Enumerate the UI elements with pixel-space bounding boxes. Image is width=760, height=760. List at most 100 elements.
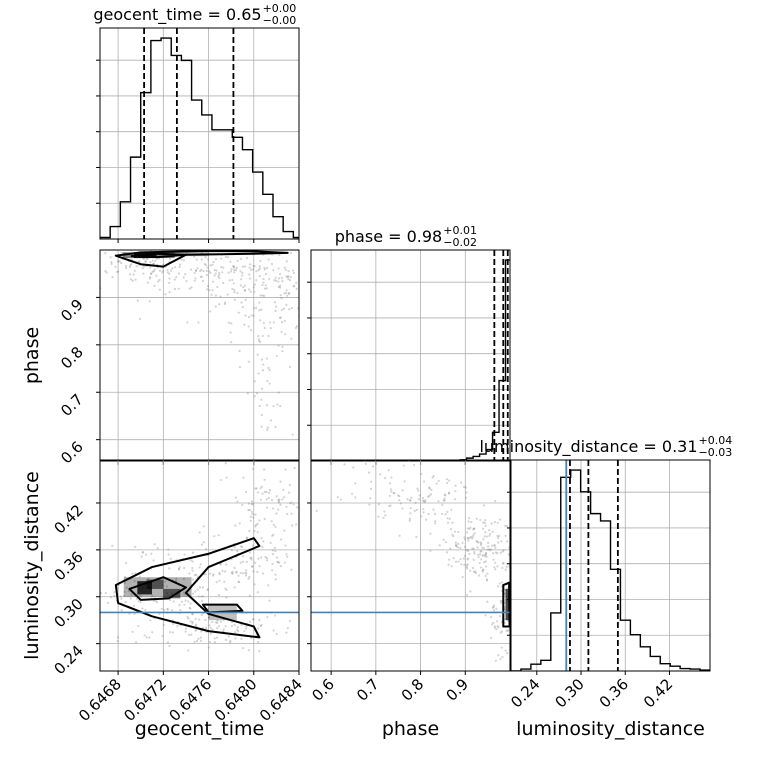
scatter-point	[403, 480, 406, 483]
scatter-point	[442, 538, 445, 541]
scatter-point	[289, 251, 292, 255]
scatter-point	[161, 271, 164, 274]
scatter-point	[233, 269, 236, 272]
scatter-point	[265, 557, 269, 560]
scatter-point	[184, 630, 187, 633]
scatter-point	[238, 444, 240, 446]
scatter-point	[487, 545, 490, 548]
scatter-point	[116, 636, 120, 639]
scatter-point	[486, 572, 489, 575]
scatter-point	[143, 634, 146, 637]
scatter-point	[277, 285, 280, 289]
scatter-point	[220, 257, 223, 260]
scatter-point	[198, 566, 201, 569]
scatter-point	[484, 565, 488, 568]
scatter-point	[258, 301, 261, 304]
scatter-point	[285, 275, 288, 278]
scatter-point	[397, 494, 400, 497]
scatter-point	[252, 570, 255, 573]
scatter-point	[262, 321, 265, 325]
scatter-point	[383, 510, 386, 513]
scatter-point	[250, 510, 253, 514]
scatter-point	[288, 308, 291, 311]
scatter-point	[239, 257, 242, 261]
x-tick-label: 0.30	[551, 675, 587, 711]
density-cell	[146, 579, 164, 589]
scatter-point	[283, 319, 286, 323]
scatter-point	[500, 646, 503, 649]
scatter-point	[209, 626, 213, 630]
scatter-point	[233, 288, 236, 292]
scatter-point	[506, 629, 509, 632]
scatter-point	[388, 482, 392, 485]
scatter-point	[444, 513, 447, 516]
y-tick-label: 0.8	[57, 343, 87, 373]
scatter-point	[423, 500, 427, 503]
scatter-point	[482, 504, 485, 507]
scatter-point	[154, 599, 157, 602]
scatter-point	[241, 503, 244, 507]
scatter-point	[254, 525, 257, 528]
scatter-point	[197, 595, 200, 598]
scatter-point	[284, 468, 287, 471]
scatter-point	[105, 271, 108, 274]
scatter-point	[148, 300, 151, 303]
scatter-point	[132, 273, 135, 276]
scatter-point	[113, 594, 116, 597]
scatter-point	[191, 622, 194, 625]
scatter-point	[163, 608, 166, 611]
scatter-point	[149, 272, 153, 275]
scatter-point	[275, 512, 278, 515]
scatter-point	[162, 263, 165, 266]
scatter-point	[251, 565, 254, 568]
histogram-geocent_time	[100, 37, 299, 239]
scatter-point	[138, 260, 141, 263]
scatter-point	[235, 571, 238, 574]
scatter-point	[259, 487, 262, 490]
scatter-point	[499, 551, 502, 554]
scatter-point	[191, 569, 194, 572]
scatter-point	[450, 565, 453, 568]
title-minus: −0.02	[443, 236, 477, 249]
scatter-point	[278, 254, 281, 257]
scatter-point	[231, 278, 234, 282]
scatter-point	[231, 570, 234, 573]
scatter-point	[488, 529, 491, 532]
scatter-point	[128, 265, 132, 269]
contour-line	[114, 250, 289, 268]
scatter-point	[174, 266, 177, 269]
scatter-point	[406, 498, 409, 501]
scatter-point	[257, 640, 260, 644]
scatter-point	[211, 628, 214, 631]
scatter-point	[208, 270, 211, 273]
scatter-point	[207, 646, 210, 649]
scatter-point	[382, 444, 384, 446]
scatter-point	[288, 619, 292, 623]
scatter-point	[414, 501, 417, 505]
scatter-point	[249, 290, 252, 293]
scatter-point	[497, 585, 500, 588]
scatter-point	[190, 286, 193, 289]
scatter-point	[183, 593, 186, 596]
scatter-point	[473, 552, 476, 555]
title-plus: +0.04	[699, 434, 733, 447]
scatter-point	[226, 255, 230, 259]
scatter-point	[180, 258, 183, 261]
scatter-point	[182, 566, 186, 570]
scatter-point	[254, 513, 257, 516]
scatter-point	[474, 570, 477, 573]
scatter-point	[252, 516, 255, 519]
scatter-point	[218, 273, 221, 276]
scatter-point	[272, 533, 275, 536]
scatter-point	[258, 309, 261, 312]
scatter-point	[196, 267, 199, 270]
y-tick-label: 0.42	[50, 501, 86, 537]
scatter-point	[401, 489, 404, 492]
scatter-point	[111, 544, 114, 547]
scatter-point	[222, 628, 225, 631]
scatter-point	[369, 497, 372, 500]
scatter-point	[252, 286, 255, 289]
scatter-point	[230, 572, 233, 575]
scatter-point	[276, 235, 278, 237]
scatter-point	[233, 266, 236, 269]
